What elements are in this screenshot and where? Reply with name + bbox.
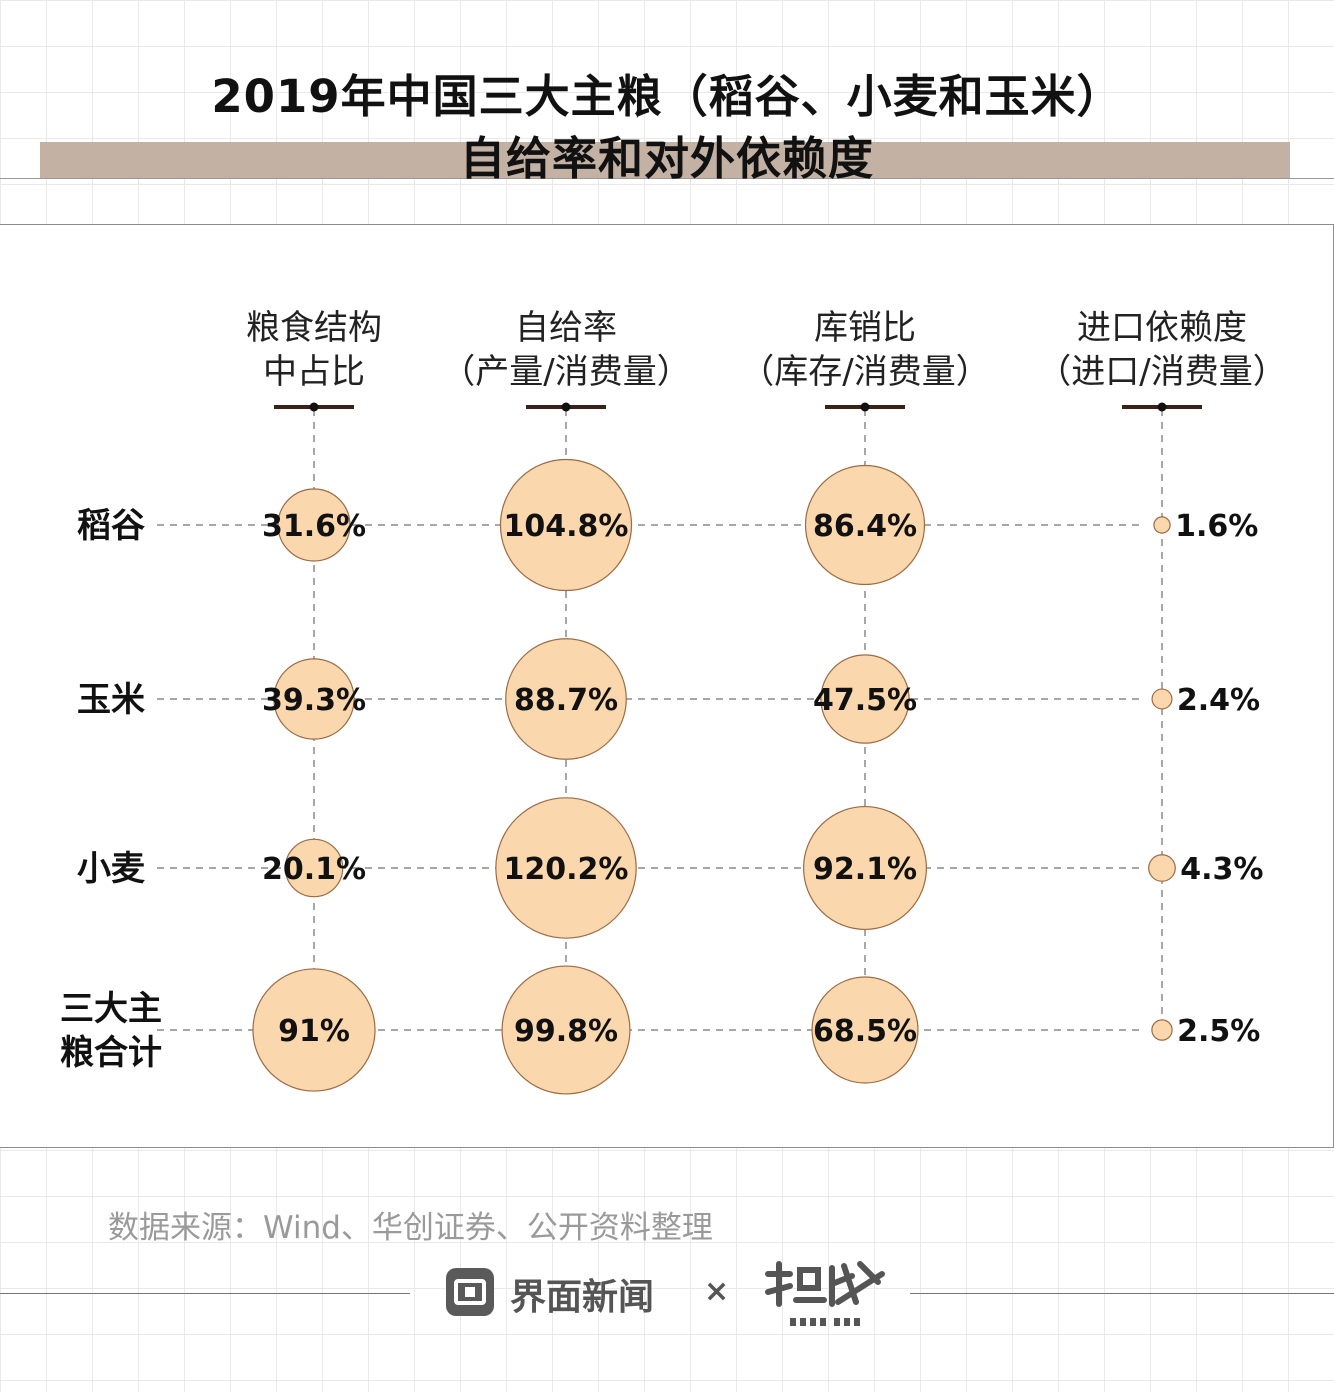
source-note: 数据来源：Wind、华创证券、公开资料整理 [108, 1210, 713, 1246]
data-label-1-2: 47.5% [813, 683, 917, 718]
column-subheader-1: （产量/消费量） [441, 352, 690, 392]
bubble-2-1 [495, 797, 637, 939]
bubble-1-1 [505, 638, 627, 760]
column-header-3: 进口依赖度 [1077, 308, 1247, 348]
data-label-2-1: 120.2% [504, 852, 629, 887]
footer-times: × [704, 1274, 730, 1309]
title-rule [0, 178, 1334, 179]
bubble-2-3 [1148, 854, 1176, 882]
header-dot-2 [860, 402, 870, 412]
footer-brand: 界面新闻 [510, 1277, 655, 1318]
chart-panel: 粮食结构 中占比 自给率 （产量/消费量） 库销比 （库存/消费量） 进口依赖度 （进口/消费… [0, 224, 1334, 1148]
row-label-3-1: 粮合计 [60, 1033, 162, 1073]
header-dot-3 [1157, 402, 1167, 412]
chart-title-line2: 自给率和对外依赖度 [459, 132, 874, 185]
data-label-1-0: 39.3% [262, 683, 366, 718]
bubble-1-2 [820, 654, 910, 744]
row-label-3-0: 三大主 [60, 989, 162, 1029]
bubble-1-3 [1151, 688, 1173, 710]
header-dot-1 [561, 402, 571, 412]
datawire-logo-icon [765, 1261, 885, 1326]
column-header-2: 库销比 [814, 308, 916, 348]
column-header-1: 自给率 [515, 308, 617, 348]
column-subheader-2: （库存/消费量） [740, 352, 989, 392]
bubble-3-0 [252, 968, 376, 1092]
data-label-0-2: 86.4% [813, 509, 917, 544]
data-label-3-2: 68.5% [813, 1014, 917, 1049]
data-label-1-3: 2.4% [1177, 683, 1260, 718]
data-label-0-1: 104.8% [504, 509, 629, 544]
column-subheader-3: （进口/消费量） [1037, 352, 1286, 392]
column-subheader-0: 中占比 [263, 352, 365, 392]
bubble-2-2 [802, 805, 928, 931]
row-label-1-0: 玉米 [77, 680, 145, 720]
bubble-0-1 [499, 458, 633, 592]
data-label-1-1: 88.7% [514, 683, 618, 718]
bubble-3-3 [1151, 1019, 1173, 1041]
data-label-3-3: 2.5% [1177, 1014, 1260, 1049]
bubble-2-0 [284, 838, 344, 898]
data-label-0-0: 31.6% [262, 509, 366, 544]
data-label-2-0: 20.1% [262, 852, 366, 887]
bubble-3-2 [811, 976, 919, 1084]
data-label-2-2: 92.1% [813, 852, 917, 887]
jiemian-logo-icon [446, 1268, 494, 1316]
row-label-2-0: 小麦 [77, 849, 145, 889]
data-label-3-1: 99.8% [514, 1014, 618, 1049]
data-label-2-3: 4.3% [1180, 852, 1263, 887]
chart-title-line1: 2019年中国三大主粮（稻谷、小麦和玉米） [211, 70, 1123, 123]
bubble-0-0 [277, 488, 351, 562]
row-label-0-0: 稻谷 [77, 506, 145, 546]
bubble-0-3 [1153, 516, 1171, 534]
bubble-1-0 [273, 658, 355, 740]
title-band [40, 142, 1290, 178]
data-label-3-0: 91% [278, 1014, 350, 1049]
footer-rule-left [0, 1293, 410, 1294]
bubble-3-1 [501, 965, 631, 1095]
footer-rule-right [910, 1293, 1334, 1294]
data-label-0-3: 1.6% [1175, 509, 1258, 544]
column-header-0: 粮食结构 [246, 308, 382, 348]
bubble-0-2 [804, 464, 926, 586]
header-dot-0 [309, 402, 319, 412]
